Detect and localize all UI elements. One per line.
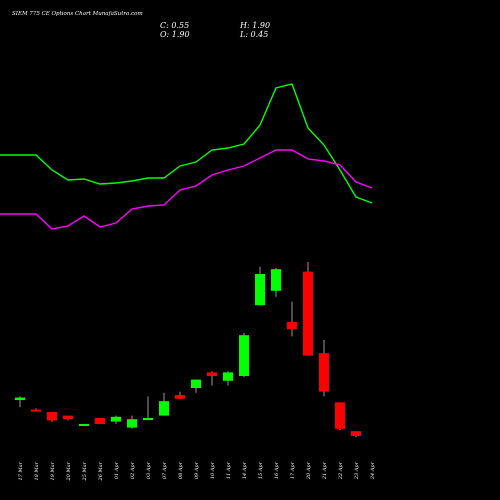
candle (127, 415, 137, 429)
x-tick-label: 16 Apr (274, 461, 280, 479)
x-tick-label: 01 Apr (114, 461, 120, 479)
overlay-lines (0, 83, 373, 230)
candle-body (31, 409, 41, 412)
candle-body (127, 419, 137, 428)
candle-body (223, 372, 233, 381)
candle-body (191, 379, 201, 388)
candle-body (255, 274, 265, 306)
candle (255, 266, 265, 306)
x-tick-label: 20 Apr (306, 461, 312, 480)
candle (303, 262, 313, 356)
x-tick-label: 24 Apr (370, 461, 376, 480)
candle (79, 424, 89, 426)
candle (319, 340, 329, 397)
candle-body (271, 269, 281, 291)
candle-body (175, 395, 185, 399)
candle (143, 396, 153, 420)
x-tick-label: 09 Apr (194, 461, 200, 479)
x-tick-label: 20 Mar (66, 461, 72, 481)
x-axis-ticks: 17 Mar 18 Mar 19 Mar 20 Mar 25 Mar 26 Mar 01 A… (18, 461, 376, 481)
x-tick-label: 08 Apr (178, 461, 184, 479)
overlay-line-1 (0, 83, 373, 204)
candle (15, 396, 25, 408)
candle-body (79, 424, 89, 426)
candle-body (319, 353, 329, 392)
candle (207, 371, 217, 386)
candle (287, 301, 297, 337)
candles (15, 262, 361, 438)
candle (239, 332, 249, 378)
candle-body (287, 322, 297, 330)
candle (175, 391, 185, 399)
candle (159, 392, 169, 416)
candle (223, 371, 233, 386)
x-tick-label: 07 Apr (162, 461, 168, 479)
x-tick-label: 17 Apr (290, 461, 296, 479)
overlay-line-2 (0, 149, 373, 230)
x-tick-label: 17 Mar (18, 461, 24, 480)
candle-body (239, 335, 249, 376)
candle-body (63, 415, 73, 420)
x-tick-label: 15 Apr (258, 461, 264, 479)
x-tick-label: 26 Mar (98, 461, 104, 481)
candle-body (111, 416, 121, 422)
candle (271, 268, 281, 297)
candle-body (207, 372, 217, 376)
x-tick-label: 22 Apr (338, 461, 344, 480)
x-tick-label: 11 Apr (226, 461, 232, 479)
x-tick-label: 03 Apr (146, 461, 152, 479)
candle (31, 408, 41, 412)
candle (111, 415, 121, 424)
x-tick-label: 14 Apr (242, 461, 248, 479)
close-readout: C: 0.55 (160, 21, 189, 30)
candle (335, 402, 345, 430)
open-readout: O: 1.90 (160, 30, 190, 39)
chart-title: SIEM 775 CE Options Chart MunafaSutra.co… (12, 11, 143, 17)
x-tick-label: 02 Apr (130, 461, 136, 479)
candle-body (351, 431, 361, 436)
x-tick-label: 23 Apr (354, 461, 360, 480)
candle (63, 415, 73, 421)
x-tick-label: 25 Mar (82, 461, 88, 481)
x-tick-label: 19 Mar (50, 461, 56, 480)
x-tick-label: 10 Apr (210, 461, 216, 479)
candle-body (335, 402, 345, 429)
candle-body (143, 418, 153, 420)
candle (47, 412, 57, 422)
candle-body (47, 412, 57, 421)
candle-body (303, 271, 313, 356)
high-readout: H: 1.90 (239, 21, 270, 30)
x-tick-label: 21 Apr (322, 461, 328, 480)
candle-body (159, 401, 169, 416)
x-tick-label: 18 Mar (34, 461, 40, 480)
candle-body (15, 397, 25, 400)
candle-body (95, 418, 105, 424)
candle (191, 379, 201, 393)
low-readout: L: 0.45 (239, 30, 268, 39)
candle (351, 431, 361, 438)
candle (95, 418, 105, 424)
